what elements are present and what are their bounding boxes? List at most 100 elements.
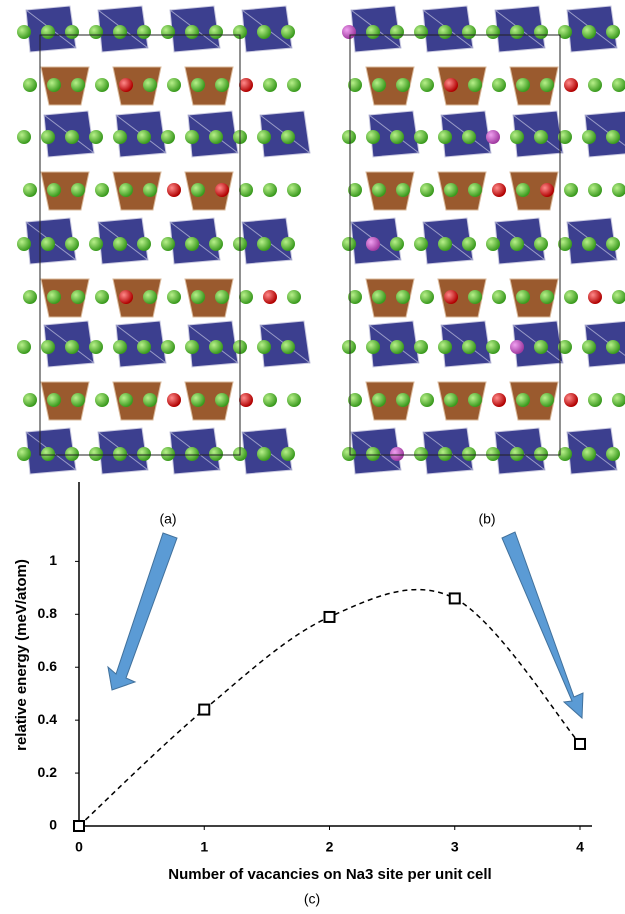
- atom: [540, 78, 554, 92]
- atom: [263, 183, 277, 197]
- atom: [342, 130, 356, 144]
- atom: [257, 340, 271, 354]
- y-axis-title: relative energy (meV/atom): [13, 559, 30, 751]
- atom: [510, 130, 524, 144]
- atom: [41, 237, 55, 251]
- atom: [23, 393, 37, 407]
- atom: [582, 25, 596, 39]
- atom: [606, 130, 620, 144]
- atom: [257, 447, 271, 461]
- polyhedron: [184, 66, 234, 106]
- atom: [65, 25, 79, 39]
- atom: [486, 130, 500, 144]
- atom: [281, 340, 295, 354]
- polyhedron: [365, 278, 415, 318]
- atom: [582, 130, 596, 144]
- data-point: [448, 592, 461, 605]
- atom: [23, 183, 37, 197]
- atom: [239, 183, 253, 197]
- atom: [348, 183, 362, 197]
- atom: [185, 25, 199, 39]
- polyhedron: [112, 381, 162, 421]
- atom: [167, 183, 181, 197]
- atom: [185, 447, 199, 461]
- atom: [161, 25, 175, 39]
- data-point: [323, 610, 336, 623]
- atom: [468, 78, 482, 92]
- atom: [564, 78, 578, 92]
- fit-curve: [78, 588, 581, 827]
- polyhedron: [112, 171, 162, 211]
- atom: [366, 25, 380, 39]
- atom: [119, 393, 133, 407]
- atom: [41, 25, 55, 39]
- x-tick-label: 1: [200, 839, 208, 855]
- atom: [486, 237, 500, 251]
- atom: [209, 447, 223, 461]
- polyhedron: [437, 66, 487, 106]
- atom: [47, 78, 61, 92]
- atom: [191, 393, 205, 407]
- atom: [468, 393, 482, 407]
- atom: [342, 340, 356, 354]
- atom: [209, 237, 223, 251]
- atom: [161, 340, 175, 354]
- atom: [17, 340, 31, 354]
- atom: [281, 130, 295, 144]
- atom: [257, 237, 271, 251]
- polyhedron: [184, 278, 234, 318]
- atom: [612, 183, 625, 197]
- atom: [281, 25, 295, 39]
- atom: [185, 340, 199, 354]
- atom: [348, 393, 362, 407]
- atom: [468, 290, 482, 304]
- atom: [396, 78, 410, 92]
- atom: [540, 183, 554, 197]
- atom: [41, 340, 55, 354]
- polyhedron: [40, 278, 90, 318]
- atom: [486, 25, 500, 39]
- atom: [287, 393, 301, 407]
- atom: [438, 447, 452, 461]
- y-tick-label: 0.8: [38, 605, 58, 621]
- atom: [366, 237, 380, 251]
- atom: [95, 393, 109, 407]
- polyhedron: [40, 171, 90, 211]
- atom: [588, 78, 602, 92]
- atom: [372, 393, 386, 407]
- atom: [167, 393, 181, 407]
- x-tick-label: 3: [451, 839, 459, 855]
- polyhedron: [365, 171, 415, 211]
- y-tick-label: 0.6: [38, 658, 58, 674]
- atom: [342, 237, 356, 251]
- atom: [582, 447, 596, 461]
- atom: [462, 237, 476, 251]
- atom: [17, 130, 31, 144]
- y-tick-label: 0.2: [38, 764, 58, 780]
- atom: [209, 130, 223, 144]
- atom: [17, 25, 31, 39]
- atom: [468, 183, 482, 197]
- atom: [143, 183, 157, 197]
- atom: [65, 130, 79, 144]
- atom: [113, 340, 127, 354]
- atom: [444, 78, 458, 92]
- atom: [47, 290, 61, 304]
- polyhedron: [509, 381, 559, 421]
- atom: [71, 290, 85, 304]
- atom: [119, 183, 133, 197]
- atom: [366, 340, 380, 354]
- atom: [17, 237, 31, 251]
- atom: [143, 290, 157, 304]
- atom: [71, 78, 85, 92]
- arrow: [107, 532, 178, 691]
- panel-label: (b): [478, 511, 495, 527]
- atom: [492, 183, 506, 197]
- atom: [137, 237, 151, 251]
- atom: [281, 447, 295, 461]
- atom: [438, 340, 452, 354]
- x-axis-title: Number of vacancies on Na3 site per unit…: [168, 866, 491, 883]
- y-tick-label: 1: [49, 552, 57, 568]
- atom: [47, 393, 61, 407]
- atom: [438, 25, 452, 39]
